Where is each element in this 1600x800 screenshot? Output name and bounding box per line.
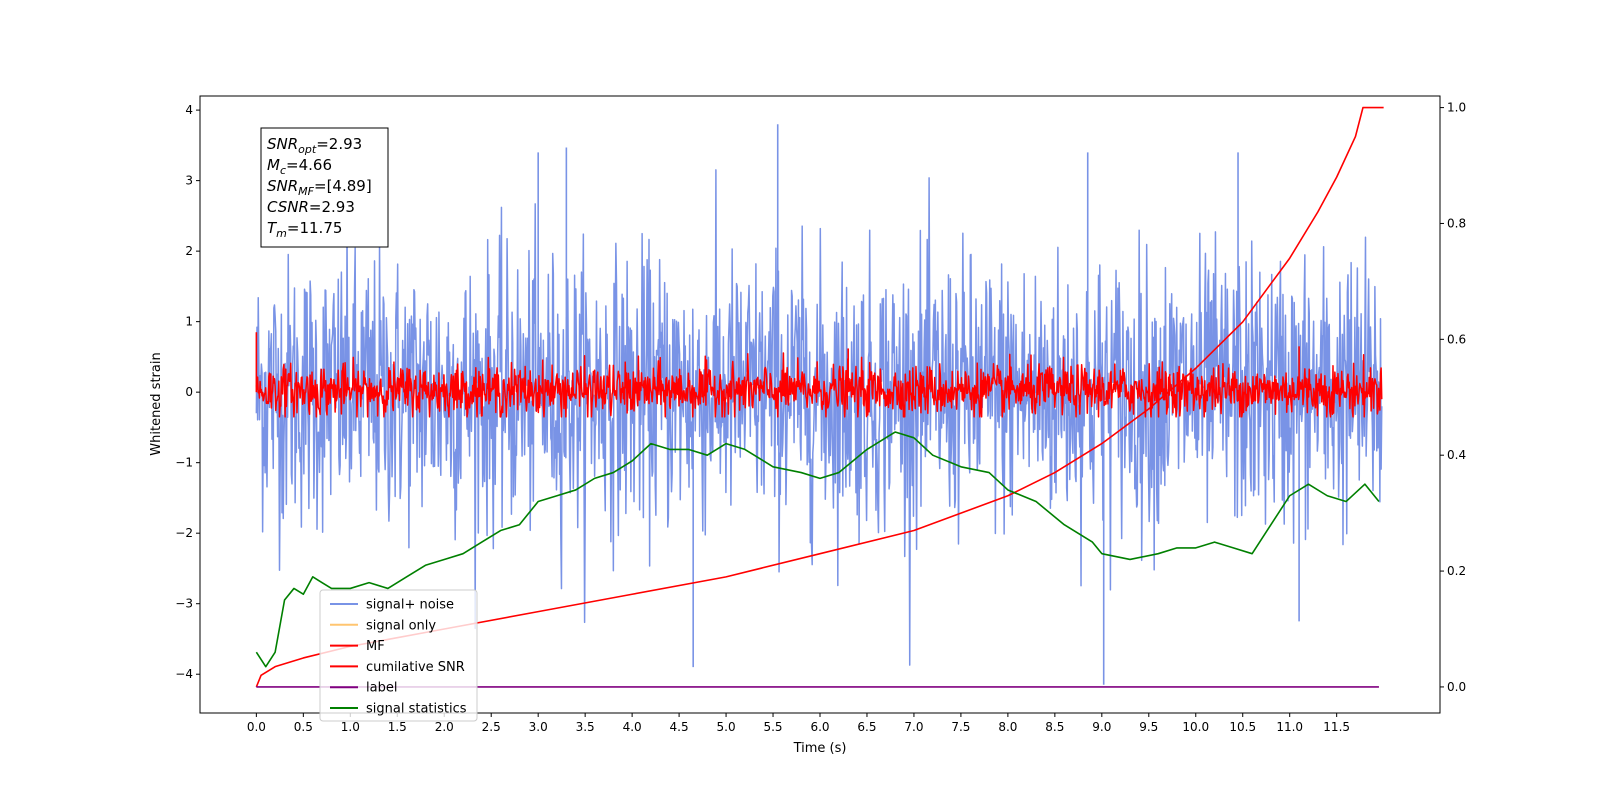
x-tick-label: 2.5: [482, 720, 501, 734]
y-left-tick-label: 4: [185, 103, 193, 117]
annotation-line: SNRMF=[4.89]: [267, 177, 372, 198]
legend-label: cumilative SNR: [366, 660, 465, 675]
annotation-line: SNRopt=2.93: [267, 135, 362, 156]
x-tick-label: 10.0: [1182, 720, 1209, 734]
plot-series: [255, 106, 1384, 688]
y-left-tick-label: 3: [185, 174, 193, 188]
axes: 0.0 0.5 1.0 1.5 2.0 2.5 3.0 3.5 4.0 4.5 5.0 5.5 6.0 6…: [175, 101, 1466, 734]
x-tick-label: 1.0: [341, 720, 360, 734]
annotation-line: CSNR=2.93: [267, 198, 355, 216]
x-tick-label: 4.0: [623, 720, 642, 734]
series-signal-statistics-line: [255, 431, 1380, 668]
y-axis-label: Whitened strain: [149, 352, 164, 455]
x-tick-label: 1.5: [388, 720, 407, 734]
y-right-tick-label: 0.2: [1447, 564, 1466, 578]
annotation-line: Mc=4.66: [267, 156, 332, 177]
x-tick-label: 8.5: [1045, 720, 1064, 734]
y-left-tick-label: 2: [185, 244, 193, 258]
y-left-tick-label: −4: [175, 667, 193, 681]
y-left-tick-label: −3: [175, 597, 193, 611]
y-right-tick-label: 1.0: [1447, 101, 1466, 115]
y-left-tick-label: 0: [185, 385, 193, 399]
x-axis-label: Time (s): [793, 741, 847, 756]
x-tick-label: 3.0: [529, 720, 548, 734]
y-left-tick-label: −1: [175, 456, 193, 470]
x-tick-label: 9.5: [1139, 720, 1158, 734]
x-tick-label: 7.0: [904, 720, 923, 734]
y-left-tick-label: −2: [175, 526, 193, 540]
x-tick-label: 2.0: [435, 720, 454, 734]
x-tick-label: 0.0: [247, 720, 266, 734]
y-right-tick-label: 0.0: [1447, 680, 1466, 694]
y-right-tick-label: 0.6: [1447, 332, 1466, 346]
y-left-tick-label: 1: [185, 315, 193, 329]
legend-frame: [319, 589, 478, 722]
series-mf-line: [255, 352, 1383, 418]
x-tick-label: 5.5: [763, 720, 782, 734]
x-tick-label: 6.0: [810, 720, 829, 734]
x-tick-label: 8.0: [998, 720, 1017, 734]
legend-label: signal only: [366, 618, 436, 633]
x-tick-label: 9.0: [1092, 720, 1111, 734]
y-right-tick-label: 0.4: [1447, 448, 1466, 462]
x-tick-label: 10.5: [1229, 720, 1256, 734]
x-tick-label: 11.0: [1276, 720, 1303, 734]
x-tick-label: 4.5: [670, 720, 689, 734]
x-tick-label: 0.5: [294, 720, 313, 734]
x-tick-label: 11.5: [1323, 720, 1350, 734]
legend-label: signal+ noise: [366, 598, 454, 613]
legend-label: MF: [366, 639, 385, 654]
x-tick-label: 5.0: [717, 720, 736, 734]
legend-label: signal statistics: [366, 702, 467, 717]
annotation-frame: [260, 127, 389, 248]
annotation-line: Tm=11.75: [267, 219, 342, 240]
legend: signal+ noise signal only MF cumilative SNR…: [319, 589, 478, 722]
y-right-tick-label: 0.8: [1447, 216, 1466, 230]
x-tick-label: 7.5: [951, 720, 970, 734]
x-tick-label: 3.5: [576, 720, 595, 734]
legend-label: label: [366, 681, 397, 696]
x-tick-label: 6.5: [857, 720, 876, 734]
